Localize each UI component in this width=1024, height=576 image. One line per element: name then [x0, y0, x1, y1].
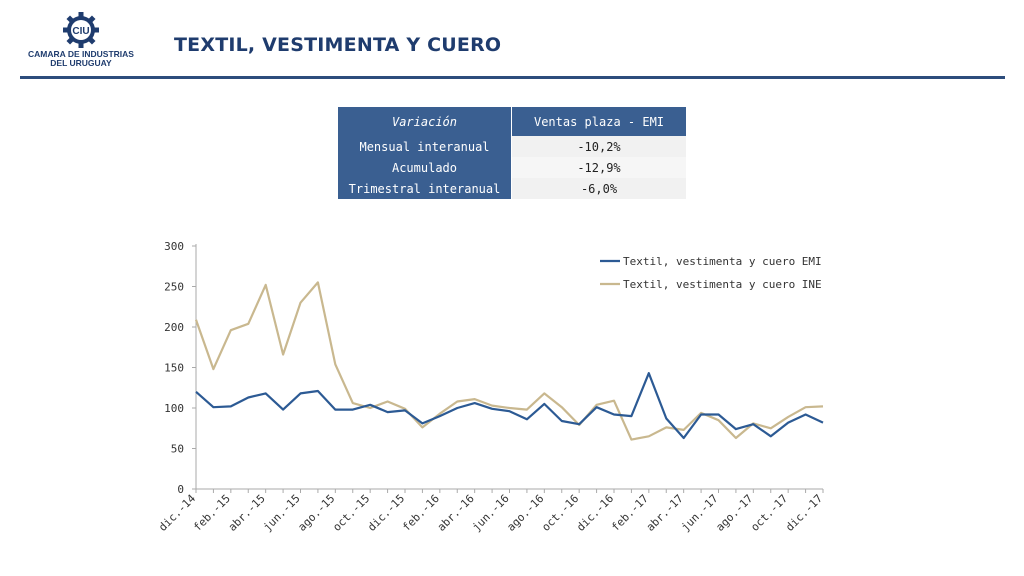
- x-tick-label: jun.-15: [261, 492, 303, 534]
- summary-col-variacion: Variación: [338, 107, 512, 136]
- series-line: [195, 372, 824, 440]
- x-tick-label: jun.-17: [679, 492, 721, 534]
- legend-label: Textil, vestimenta y cuero EMI: [623, 255, 822, 268]
- x-tick-label: dic.-17: [783, 492, 825, 534]
- x-tick-label: abr.-16: [435, 492, 477, 534]
- x-tick-label: ago.-15: [295, 492, 337, 534]
- series-line: [194, 281, 824, 441]
- x-tick-label: oct.-15: [330, 492, 372, 534]
- y-tick-label: 250: [164, 281, 184, 294]
- x-tick-label: oct.-16: [539, 492, 581, 534]
- x-tick-label: dic.-16: [574, 492, 616, 534]
- x-tick-label: feb.-17: [609, 492, 651, 534]
- x-tick-label: ago.-16: [504, 492, 546, 534]
- x-tick-label: abr.-17: [644, 492, 686, 534]
- summary-row-acumulado: Acumulado -12,9%: [338, 157, 686, 178]
- gear-logo-icon: CIU: [63, 12, 99, 48]
- y-tick-label: 0: [177, 483, 184, 496]
- y-tick-label: 300: [164, 240, 184, 253]
- logo-line-1: CAMARA DE INDUSTRIAS: [28, 49, 134, 59]
- x-tick-label: abr.-15: [226, 492, 268, 534]
- summary-row-label: Mensual interanual: [338, 136, 512, 157]
- x-tick-label: oct.-17: [748, 492, 790, 534]
- logo: CIU CAMARA DE INDUSTRIAS DEL URUGUAY: [22, 8, 140, 78]
- x-tick-label: ago.-17: [713, 492, 755, 534]
- logo-line-2: DEL URUGUAY: [50, 58, 112, 68]
- x-tick-label: dic.-15: [365, 492, 407, 534]
- summary-row-value: -10,2%: [511, 136, 686, 157]
- y-tick-label: 200: [164, 321, 184, 334]
- y-tick-label: 100: [164, 402, 184, 415]
- summary-header-row: Variación Ventas plaza - EMI: [338, 107, 686, 136]
- line-chart: 050100150200250300dic.-14feb.-15abr.-15j…: [156, 240, 825, 534]
- y-tick-label: 150: [164, 362, 184, 375]
- summary-row-trimestral: Trimestral interanual -6,0%: [338, 178, 686, 199]
- header-divider: [20, 76, 1005, 79]
- x-tick-label: jun.-16: [470, 492, 512, 534]
- summary-row-label: Acumulado: [338, 157, 512, 178]
- page-title: TEXTIL, VESTIMENTA Y CUERO: [174, 34, 502, 56]
- summary-col-ventas: Ventas plaza - EMI: [511, 107, 686, 136]
- summary-row-value: -12,9%: [511, 157, 686, 178]
- summary-row-mensual: Mensual interanual -10,2%: [338, 136, 686, 157]
- legend-label: Textil, vestimenta y cuero INE: [623, 278, 822, 291]
- summary-row-value: -6,0%: [511, 178, 686, 199]
- x-tick-label: dic.-14: [156, 492, 198, 534]
- logo-mark-text: CIU: [72, 26, 89, 37]
- summary-row-label: Trimestral interanual: [338, 178, 512, 199]
- y-tick-label: 50: [171, 443, 184, 456]
- x-tick-label: feb.-15: [191, 492, 233, 534]
- logo-text: CAMARA DE INDUSTRIAS DEL URUGUAY: [22, 50, 140, 68]
- summary-table: Variación Ventas plaza - EMI Mensual int…: [338, 107, 686, 199]
- x-tick-label: feb.-16: [400, 492, 442, 534]
